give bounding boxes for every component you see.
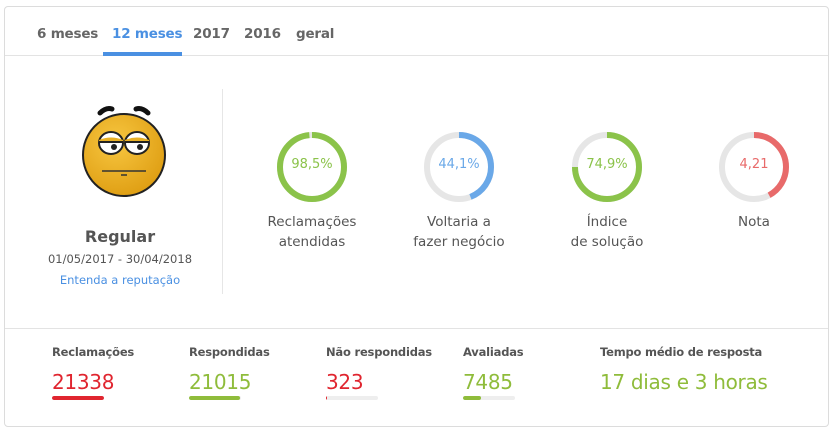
stat-value: 323 xyxy=(326,370,364,394)
stat-bar xyxy=(52,396,104,400)
reputation-period: 01/05/2017 - 30/04/2018 xyxy=(47,252,193,266)
tab-2016[interactable]: 2016 xyxy=(244,26,281,42)
vertical-divider xyxy=(222,89,223,294)
metric-label: Voltaria a fazer negócio xyxy=(413,214,505,250)
stat-label: Avaliadas xyxy=(463,345,524,359)
metric-value: 74,9% xyxy=(586,157,628,172)
tab-2017[interactable]: 2017 xyxy=(193,26,230,42)
stat-value: 21015 xyxy=(189,370,252,394)
metric-label: Nota xyxy=(738,214,770,230)
period-tabs: 6 meses 12 meses 2017 2016 geral xyxy=(5,7,828,56)
metric-voltaria-a-fazer-negocio: 44,1% Voltaria a fazer negócio xyxy=(389,131,529,252)
tab-geral[interactable]: geral xyxy=(296,26,335,42)
stat-nao-respondidas: Não respondidas 323 xyxy=(326,345,432,400)
reputation-title: Regular xyxy=(84,227,156,246)
progress-ring xyxy=(719,132,789,202)
metric-nota: 4,21 Nota xyxy=(684,131,824,232)
stat-tempo-medio-resposta: Tempo médio de resposta 17 dias e 3 hora… xyxy=(600,345,768,394)
understand-reputation-link[interactable]: Entenda a reputação xyxy=(59,273,181,287)
metric-indice-de-solucao: 74,9% Índice de solução xyxy=(537,131,677,252)
progress-ring xyxy=(277,132,347,202)
neutral-face-icon xyxy=(82,106,166,197)
stat-bar xyxy=(326,396,378,400)
tab-6-meses[interactable]: 6 meses xyxy=(37,26,99,42)
progress-ring xyxy=(424,132,494,202)
reputation-summary: Regular 01/05/2017 - 30/04/2018 Entenda … xyxy=(35,89,205,294)
horizontal-divider xyxy=(5,328,828,329)
metric-reclamacoes-atendidas: 98,5% Reclamações atendidas xyxy=(242,131,382,252)
metric-value: 98,5% xyxy=(291,157,333,172)
stat-label: Não respondidas xyxy=(326,345,432,359)
reputation-card: 6 meses 12 meses 2017 2016 geral xyxy=(4,6,829,427)
stat-value: 17 dias e 3 horas xyxy=(600,370,768,394)
stat-value: 21338 xyxy=(52,370,115,394)
stat-respondidas: Respondidas 21015 xyxy=(189,345,270,400)
stat-value: 7485 xyxy=(463,370,513,394)
stat-reclamacoes: Reclamações 21338 xyxy=(52,345,134,400)
metric-label: Reclamações atendidas xyxy=(267,214,357,250)
progress-ring xyxy=(572,132,642,202)
stat-label: Reclamações xyxy=(52,345,135,359)
stat-label: Tempo médio de resposta xyxy=(600,345,763,359)
stat-bar xyxy=(189,396,241,400)
stat-avaliadas: Avaliadas 7485 xyxy=(463,345,524,400)
stat-label: Respondidas xyxy=(189,345,270,359)
metric-label: Índice de solução xyxy=(570,214,644,250)
metric-value: 44,1% xyxy=(438,157,480,172)
metric-value: 4,21 xyxy=(739,157,769,172)
active-tab-indicator xyxy=(103,52,182,56)
stat-bar xyxy=(463,396,515,400)
tab-12-meses[interactable]: 12 meses xyxy=(112,26,183,42)
